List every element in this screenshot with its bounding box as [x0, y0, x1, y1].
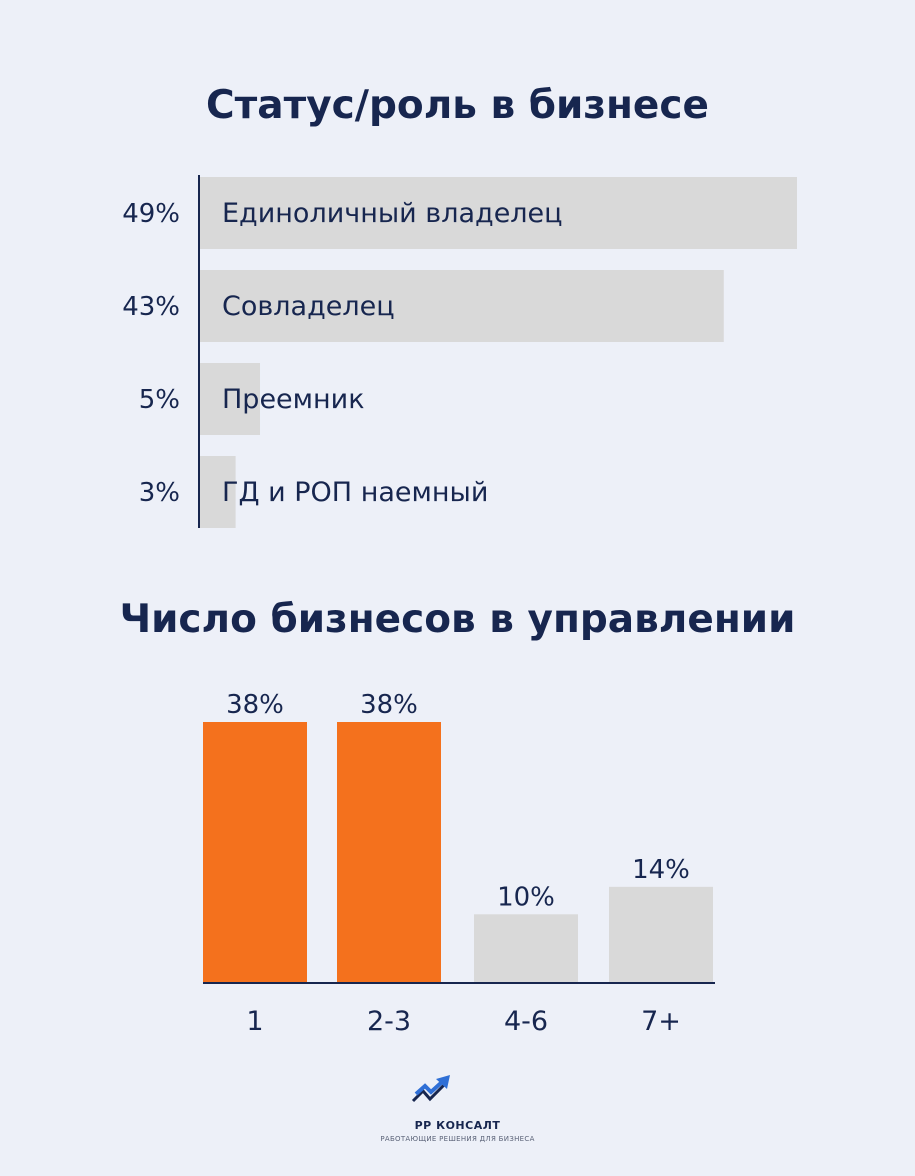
- business-count-bar: [337, 722, 441, 983]
- business-count-category-label: 4-6: [504, 1006, 548, 1037]
- logo-dark-zigzag: [411, 1082, 447, 1103]
- logo-tagline: РАБОТАЮЩИЕ РЕШЕНИЯ ДЛЯ БИЗНЕСА: [380, 1135, 535, 1143]
- status-bar: [199, 270, 724, 342]
- business-count-bar: [609, 886, 713, 983]
- business-count-value-label: 10%: [497, 882, 555, 912]
- status-bar: [199, 456, 236, 528]
- business-count-value-label: 38%: [226, 690, 284, 720]
- status-role-chart: 49% Единоличный владелец 43% Совладелец 5% Пр…: [122, 175, 797, 528]
- chart-title-status-role: Статус/роль в бизнесе: [206, 83, 709, 128]
- business-count-value-label: 38%: [360, 690, 418, 720]
- business-count-category-label: 7+: [641, 1006, 681, 1037]
- business-count-category-label: 1: [246, 1006, 263, 1037]
- logo-arrow-head: [436, 1075, 450, 1089]
- logo-name: РР КОНСАЛТ: [414, 1119, 501, 1132]
- status-bar: [199, 177, 797, 249]
- status-category-label: Преемник: [222, 384, 365, 415]
- status-value-label: 3%: [139, 478, 180, 508]
- status-category-label: ГД и РОП наемный: [222, 477, 488, 508]
- status-value-label: 5%: [139, 385, 180, 415]
- status-bar: [199, 363, 261, 435]
- status-value-label: 49%: [122, 199, 180, 229]
- business-count-bar: [474, 914, 578, 983]
- business-count-category-label: 2-3: [367, 1006, 411, 1037]
- business-count-value-label: 14%: [632, 855, 690, 885]
- status-category-label: Совладелец: [222, 291, 395, 322]
- status-category-label: Единоличный владелец: [222, 198, 563, 229]
- status-value-label: 43%: [122, 292, 180, 322]
- logo-blue-arrow-line: [414, 1080, 444, 1096]
- business-count-bar: [203, 722, 307, 983]
- chart-title-business-count: Число бизнесов в управлении: [119, 597, 796, 642]
